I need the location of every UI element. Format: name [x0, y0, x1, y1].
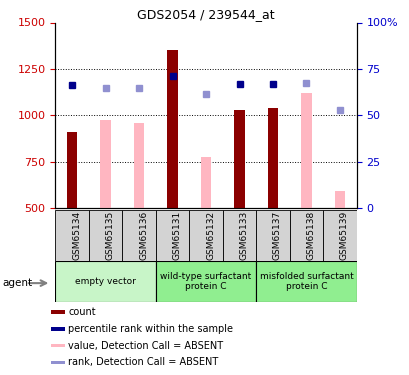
Bar — [300, 93, 311, 208]
Text: GSM65132: GSM65132 — [205, 211, 214, 260]
Bar — [155, 261, 256, 302]
Text: agent: agent — [2, 278, 32, 288]
Text: GSM65133: GSM65133 — [239, 211, 248, 260]
Bar — [200, 157, 211, 208]
Text: GSM65135: GSM65135 — [106, 211, 114, 260]
Text: misfolded surfactant
protein C: misfolded surfactant protein C — [259, 272, 353, 291]
Bar — [100, 120, 111, 208]
Bar — [155, 210, 189, 261]
Bar — [51, 344, 65, 348]
Bar — [289, 210, 322, 261]
Bar — [51, 327, 65, 331]
Bar — [256, 210, 289, 261]
Text: empty vector: empty vector — [75, 277, 136, 286]
Title: GDS2054 / 239544_at: GDS2054 / 239544_at — [137, 8, 274, 21]
Text: GSM65139: GSM65139 — [339, 211, 348, 260]
Bar — [167, 50, 178, 208]
Text: value, Detection Call = ABSENT: value, Detection Call = ABSENT — [68, 340, 223, 351]
Text: wild-type surfactant
protein C: wild-type surfactant protein C — [160, 272, 251, 291]
Bar — [189, 210, 222, 261]
Bar — [51, 310, 65, 314]
Bar — [55, 261, 155, 302]
Bar — [234, 110, 244, 208]
Bar — [122, 210, 155, 261]
Bar — [133, 123, 144, 208]
Bar — [51, 361, 65, 364]
Text: percentile rank within the sample: percentile rank within the sample — [68, 324, 233, 334]
Text: GSM65131: GSM65131 — [172, 211, 181, 260]
Bar — [55, 210, 89, 261]
Bar — [267, 108, 278, 208]
Text: GSM65137: GSM65137 — [272, 211, 281, 260]
Text: count: count — [68, 307, 96, 317]
Bar — [222, 210, 256, 261]
Bar — [67, 132, 77, 208]
Text: GSM65134: GSM65134 — [72, 211, 81, 260]
Text: GSM65138: GSM65138 — [306, 211, 315, 260]
Bar — [89, 210, 122, 261]
Text: GSM65136: GSM65136 — [139, 211, 148, 260]
Text: rank, Detection Call = ABSENT: rank, Detection Call = ABSENT — [68, 357, 218, 368]
Bar — [322, 210, 356, 261]
Bar — [334, 191, 344, 208]
Bar — [256, 261, 356, 302]
